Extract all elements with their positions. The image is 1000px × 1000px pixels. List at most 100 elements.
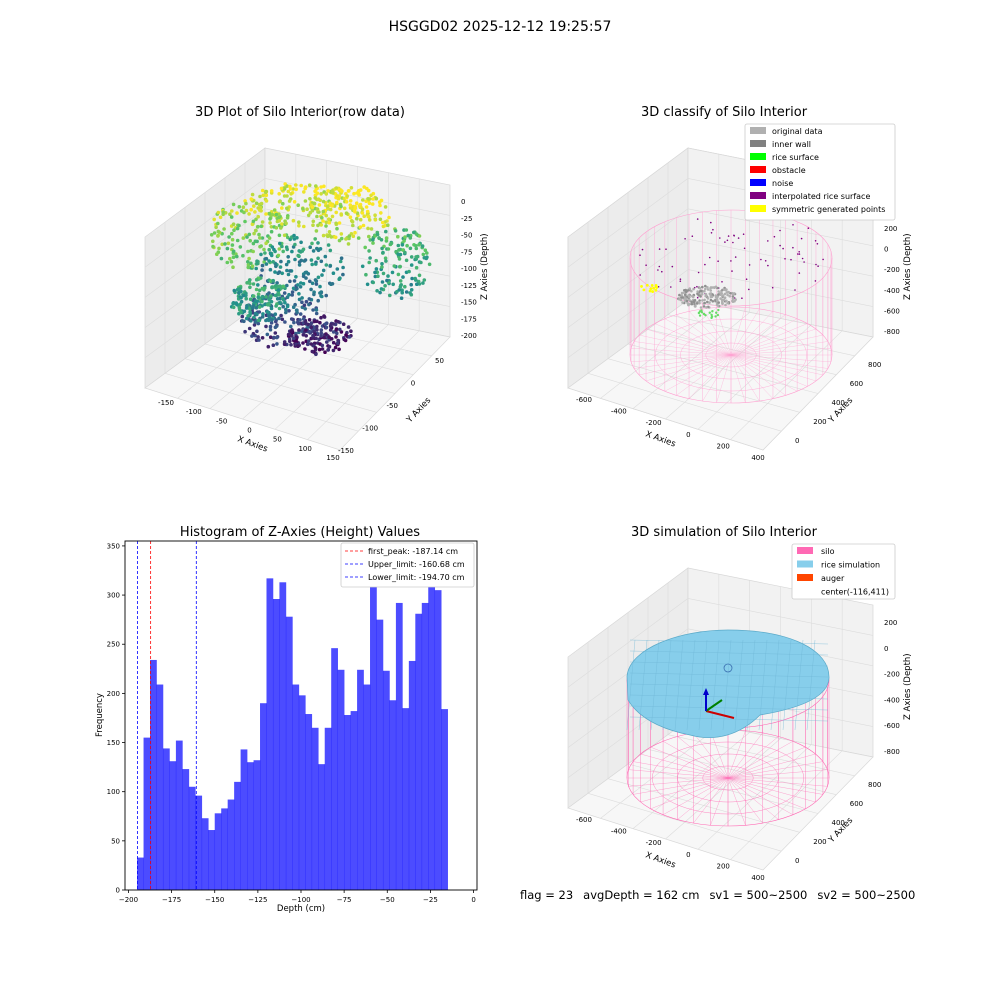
raw-point: [306, 322, 310, 327]
rice-surface-point: [715, 311, 718, 314]
histogram-bar: [240, 749, 248, 890]
original-point: [680, 294, 683, 297]
raw-point: [342, 337, 347, 342]
interpolated-point: [731, 270, 733, 272]
raw-point: [278, 265, 283, 269]
raw-point: [307, 318, 312, 322]
original-point: [691, 294, 694, 298]
raw-point: [254, 306, 259, 310]
raw-point: [309, 325, 314, 330]
original-point: [701, 285, 704, 289]
silo-floor-spoke: [730, 354, 774, 399]
raw-point: [250, 334, 254, 338]
raw-ylabel: Y Axies: [404, 395, 433, 425]
raw-point: [339, 213, 344, 217]
raw-point: [390, 270, 395, 275]
raw-point: [314, 311, 319, 316]
histogram-bar: [221, 808, 228, 890]
interpolated-point: [717, 260, 719, 263]
original-point: [717, 293, 720, 296]
raw-point: [368, 238, 373, 242]
interpolated-point: [658, 265, 661, 268]
raw-point: [333, 235, 338, 240]
raw-point: [371, 237, 375, 242]
classify-panel: 3D classify of Silo Interior -600 -400 -20…: [567, 105, 913, 462]
silo-floor-spoke: [730, 348, 831, 356]
raw-point: [367, 218, 372, 222]
raw-point: [223, 242, 227, 246]
interpolated-point: [792, 246, 794, 249]
raw-point: [353, 230, 357, 235]
raw-point: [278, 241, 282, 246]
raw-point: [320, 347, 325, 351]
legend-swatch: [750, 192, 766, 199]
raw-point: [312, 201, 317, 206]
raw-point: [300, 300, 304, 305]
raw-point: [264, 318, 268, 323]
rice-mesh-line: [734, 639, 744, 731]
raw-point: [231, 222, 236, 226]
raw-point: [237, 223, 241, 228]
raw-point: [230, 243, 235, 247]
raw-point: [324, 293, 329, 298]
raw-point: [252, 231, 256, 236]
raw-point: [260, 268, 264, 272]
silo-floor-spoke: [727, 769, 828, 779]
raw-point: [274, 264, 278, 269]
raw-point: [267, 211, 272, 216]
classify-silo-wireframe: [629, 209, 833, 404]
raw-point: [309, 342, 314, 346]
raw-point: [367, 260, 372, 265]
raw-point: [260, 263, 265, 268]
raw-point: [366, 197, 370, 201]
interpolated-point: [679, 278, 682, 281]
x-tick-label: −75: [337, 896, 352, 904]
raw-point: [339, 256, 344, 261]
interpolated-point: [741, 297, 743, 300]
raw-point: [293, 257, 297, 262]
raw-point: [273, 312, 278, 317]
raw-point: [362, 185, 367, 189]
y-tick-label: 800: [868, 361, 881, 369]
x-tick-label: -50: [216, 417, 227, 425]
raw-point: [396, 272, 401, 277]
original-point: [698, 286, 702, 290]
histogram-bar: [150, 659, 157, 890]
silo-floor-spoke: [727, 777, 746, 826]
interpolated-point: [807, 227, 810, 229]
interpolated-point: [721, 281, 723, 283]
raw-point: [328, 328, 333, 332]
y-tick-label: 100: [107, 788, 120, 796]
raw-point: [277, 293, 281, 297]
raw-point: [219, 256, 224, 261]
interpolated-point: [779, 229, 781, 232]
silo-floor-spoke: [677, 777, 729, 820]
raw-point: [355, 211, 360, 215]
raw-point: [322, 184, 326, 189]
interpolated-point: [814, 240, 817, 242]
raw-point: [335, 200, 339, 205]
original-point: [720, 299, 724, 303]
silo-floor-spoke: [654, 323, 732, 356]
original-point: [695, 302, 699, 305]
grid-line: [687, 208, 874, 247]
silo-floor-spoke: [628, 769, 729, 779]
y-tick-label: -150: [338, 447, 354, 455]
raw-point: [326, 243, 331, 247]
raw-point: [269, 229, 274, 234]
classify-xlabel: X Axies: [644, 429, 677, 449]
raw-point: [265, 310, 270, 314]
original-point: [704, 292, 708, 296]
raw-point: [319, 328, 324, 332]
silo-floor-spoke: [730, 354, 798, 392]
raw-point: [277, 219, 282, 223]
raw-point: [267, 247, 272, 252]
original-point: [687, 298, 691, 302]
raw-point: [367, 234, 371, 239]
raw-point: [291, 305, 296, 310]
raw-point: [388, 293, 392, 298]
raw-point: [380, 220, 385, 225]
raw-point: [358, 217, 363, 222]
original-point: [724, 303, 727, 307]
histogram-bar: [428, 558, 436, 890]
